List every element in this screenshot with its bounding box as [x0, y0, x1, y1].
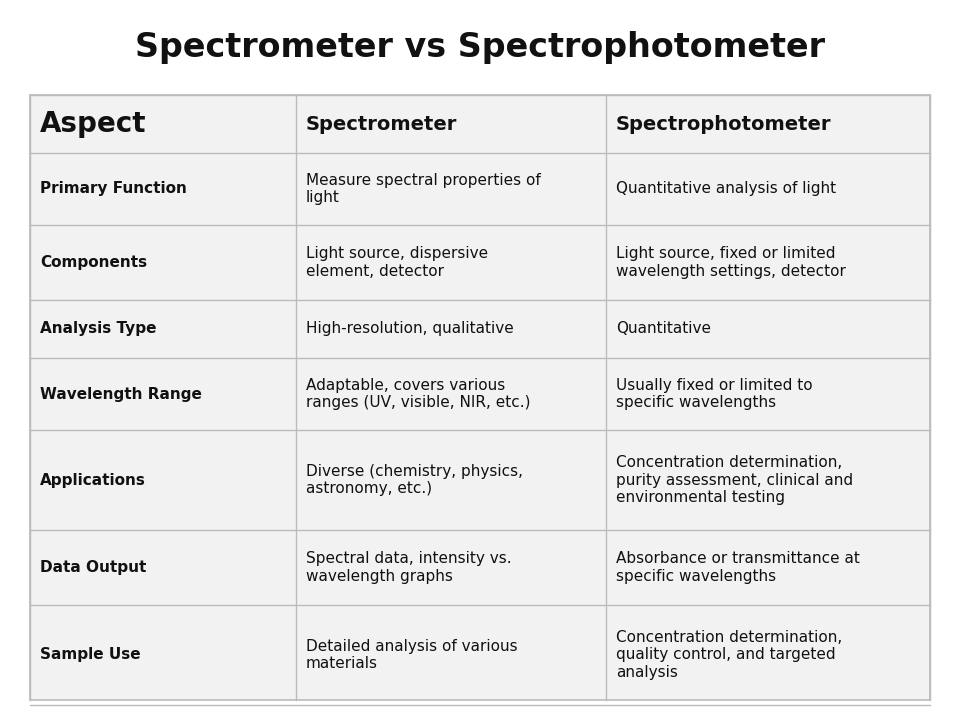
Text: Diverse (chemistry, physics,
astronomy, etc.): Diverse (chemistry, physics, astronomy, …	[305, 464, 522, 496]
Text: Adaptable, covers various
ranges (UV, visible, NIR, etc.): Adaptable, covers various ranges (UV, vi…	[305, 378, 530, 410]
Text: Concentration determination,
quality control, and targeted
analysis: Concentration determination, quality con…	[616, 630, 842, 680]
Text: Usually fixed or limited to
specific wavelengths: Usually fixed or limited to specific wav…	[616, 378, 812, 410]
Text: Spectrometer: Spectrometer	[305, 114, 457, 133]
Text: Components: Components	[40, 255, 147, 270]
Text: Quantitative: Quantitative	[616, 322, 711, 336]
Text: Absorbance or transmittance at
specific wavelengths: Absorbance or transmittance at specific …	[616, 552, 860, 584]
Text: Primary Function: Primary Function	[40, 181, 187, 197]
Text: Applications: Applications	[40, 472, 146, 487]
Text: Aspect: Aspect	[40, 110, 147, 138]
Text: Spectrophotometer: Spectrophotometer	[616, 114, 831, 133]
Text: Measure spectral properties of
light: Measure spectral properties of light	[305, 173, 540, 205]
Text: Analysis Type: Analysis Type	[40, 322, 156, 336]
Text: Data Output: Data Output	[40, 560, 146, 575]
Text: Concentration determination,
purity assessment, clinical and
environmental testi: Concentration determination, purity asse…	[616, 455, 853, 505]
Text: Spectrometer vs Spectrophotometer: Spectrometer vs Spectrophotometer	[135, 32, 825, 65]
Text: Sample Use: Sample Use	[40, 647, 140, 662]
Text: Detailed analysis of various
materials: Detailed analysis of various materials	[305, 639, 517, 671]
Text: High-resolution, qualitative: High-resolution, qualitative	[305, 322, 514, 336]
Text: Light source, fixed or limited
wavelength settings, detector: Light source, fixed or limited wavelengt…	[616, 246, 846, 279]
Text: Light source, dispersive
element, detector: Light source, dispersive element, detect…	[305, 246, 488, 279]
Text: Spectral data, intensity vs.
wavelength graphs: Spectral data, intensity vs. wavelength …	[305, 552, 511, 584]
Text: Wavelength Range: Wavelength Range	[40, 387, 202, 402]
Text: Quantitative analysis of light: Quantitative analysis of light	[616, 181, 836, 197]
